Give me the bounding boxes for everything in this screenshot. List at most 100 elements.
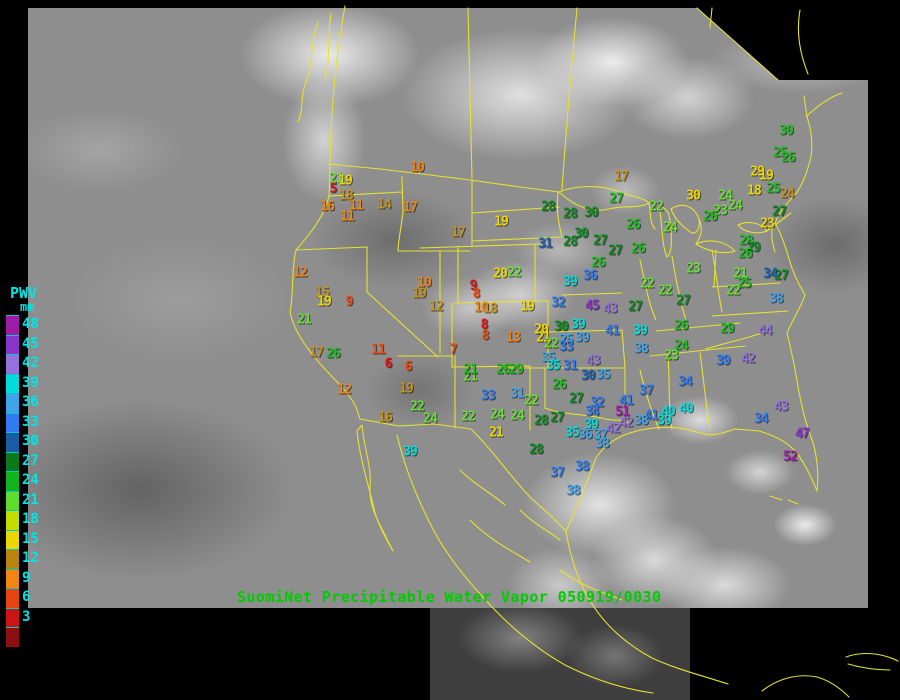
station-pwv-value: 24 [423,411,438,427]
station-pwv-value: 31 [563,358,578,374]
station-pwv-value: 23 [760,216,775,232]
station-pwv-value: 27 [593,233,608,249]
station-pwv-value: 26 [626,217,641,233]
station-pwv-value: 27 [676,293,691,309]
station-pwv-value: 34 [754,411,769,427]
station-pwv-value: 18 [483,301,498,317]
station-pwv-value: 38 [595,436,610,452]
legend-label: 6 [22,589,31,605]
legend-label: 27 [22,452,39,469]
station-pwv-value: 26 [552,377,567,393]
legend-swatch [6,490,19,510]
station-pwv-value: 43 [774,399,789,415]
legend-label: 33 [22,413,39,430]
station-pwv-value: 21 [489,425,504,441]
station-pwv-value: 38 [575,459,590,475]
legend-row: 36 [6,393,58,413]
station-pwv-value: 19 [338,173,353,189]
legend-row: 39 [6,373,58,393]
station-pwv-value: 37 [550,465,565,481]
station-pwv-value: 28 [529,442,544,458]
legend-label: 12 [22,550,39,566]
station-pwv-value: 37 [639,383,654,399]
station-pwv-value: 28 [541,199,556,215]
station-pwv-value: 35 [546,358,561,374]
legend-swatch [6,432,19,452]
station-pwv-value: 22 [544,336,559,352]
station-pwv-value: 9 [345,294,354,310]
station-pwv-value: 12 [293,265,308,281]
station-pwv-value: 10 [410,160,425,176]
station-pwv-value: 6 [404,359,413,375]
station-pwv-value: 33 [559,339,574,355]
station-pwv-value: 27 [772,204,787,220]
station-pwv-value: 27 [608,243,623,259]
legend-label: 3 [22,608,31,625]
legend-row: 45 [6,334,58,354]
station-pwv-value: 30 [686,188,701,204]
station-pwv-value: 17 [614,169,629,185]
station-pwv-value: 34 [678,374,693,390]
station-pwv-value: 23 [664,348,679,364]
station-pwv-value: 28 [563,234,578,250]
station-pwv-value: 27 [628,299,643,315]
station-pwv-value: 22 [524,393,539,409]
station-pwv-value: 39 [403,444,418,460]
station-pwv-value: 8 [481,328,490,344]
station-pwv-value: 22 [649,199,664,215]
station-pwv-value: 39 [575,330,590,346]
station-pwv-value: 27 [774,268,789,284]
legend-row [6,627,58,647]
station-pwv-value: 52 [783,449,798,465]
station-pwv-value: 26 [496,362,511,378]
station-pwv-value: 5 [329,181,338,197]
legend-title: PWV [10,284,38,302]
station-pwv-value: 22 [507,265,522,281]
station-pwv-value: 41 [605,323,620,339]
station-pwv-value: 42 [741,351,756,367]
legend-row: 9 [6,568,58,588]
legend-row: 33 [6,412,58,432]
station-pwv-value: 28 [534,413,549,429]
station-pwv-value: 29 [509,362,524,378]
legend-swatch [6,393,19,413]
station-pwv-value: 19 [317,294,332,310]
legend-row: 27 [6,451,58,471]
station-pwv-value: 33 [481,388,496,404]
station-pwv-value: 24 [728,198,743,214]
legend-swatch [6,627,19,647]
legend-row: 48 [6,315,58,335]
station-pwv-value: 17 [403,200,418,216]
legend-row: 30 [6,432,58,452]
legend-swatch [6,549,19,569]
station-pwv-value: 36 [583,268,598,284]
legend-label: 30 [22,433,39,449]
station-pwv-value: 19 [412,286,427,302]
station-pwv-value: 44 [758,323,773,339]
legend-swatch [6,451,19,471]
station-pwv-value: 27 [569,391,584,407]
legend-swatch [6,568,19,588]
station-pwv-value: 26 [703,209,718,225]
station-pwv-value: 19 [520,299,535,315]
station-pwv-value: 22 [658,283,673,299]
station-pwv-value: 19 [399,381,414,397]
station-pwv-value: 43 [586,353,601,369]
legend-swatch [6,315,19,335]
legend-swatch [6,529,19,549]
station-pwv-value: 27 [609,191,624,207]
station-pwv-value: 38 [634,341,649,357]
station-pwv-value: 12 [429,299,444,315]
legend-row: 42 [6,354,58,374]
legend-row: 21 [6,490,58,510]
station-pwv-value: 28 [563,206,578,222]
station-pwv-value: 35 [565,425,580,441]
legend-label: 45 [22,335,39,352]
station-pwv-value: 40 [679,401,694,417]
legend-swatch [6,510,19,530]
station-pwv-value: 38 [634,413,649,429]
station-pwv-value: 47 [795,426,810,442]
station-pwv-value: 27 [550,410,565,426]
station-pwv-value: 18 [747,183,762,199]
station-pwv-value: 29 [720,321,735,337]
